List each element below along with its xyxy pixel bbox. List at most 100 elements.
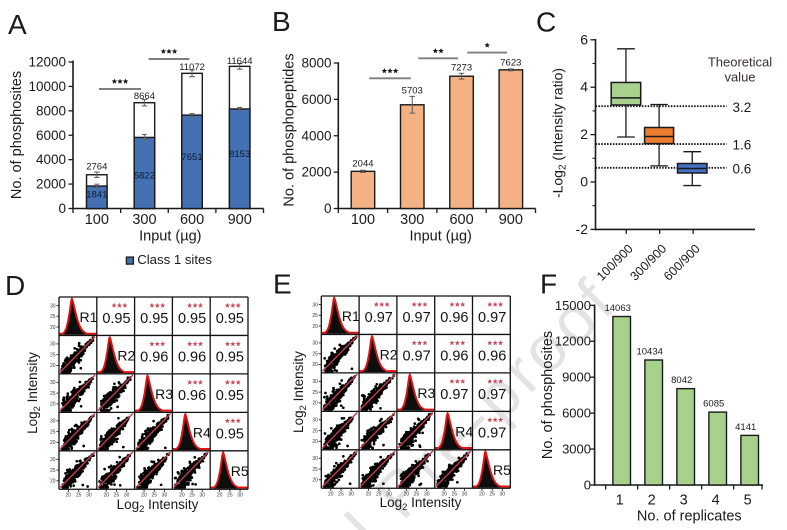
svg-text:1.6: 1.6 bbox=[733, 138, 752, 153]
svg-text:8000: 8000 bbox=[301, 56, 331, 71]
svg-text:20: 20 bbox=[312, 439, 318, 445]
svg-text:A: A bbox=[8, 9, 27, 40]
svg-text:value: value bbox=[724, 70, 755, 85]
svg-text:30: 30 bbox=[50, 380, 56, 386]
svg-text:25: 25 bbox=[50, 314, 56, 320]
svg-text:20: 20 bbox=[103, 492, 109, 498]
svg-text:25: 25 bbox=[376, 491, 382, 497]
svg-text:0.95: 0.95 bbox=[216, 388, 244, 404]
svg-text:2000: 2000 bbox=[36, 177, 66, 192]
svg-text:2764: 2764 bbox=[86, 162, 107, 173]
svg-text:Class 1 sites: Class 1 sites bbox=[137, 252, 212, 267]
svg-text:0.95: 0.95 bbox=[216, 426, 244, 442]
svg-text:0: 0 bbox=[580, 174, 588, 190]
svg-text:1: 1 bbox=[616, 493, 624, 509]
svg-text:11644: 11644 bbox=[227, 56, 253, 67]
svg-text:3.2: 3.2 bbox=[733, 100, 752, 115]
svg-text:30: 30 bbox=[386, 491, 392, 497]
svg-text:0: 0 bbox=[58, 201, 66, 216]
svg-text:25: 25 bbox=[189, 492, 195, 498]
svg-text:20: 20 bbox=[479, 491, 485, 497]
svg-text:C: C bbox=[536, 7, 556, 38]
svg-text:R2: R2 bbox=[380, 346, 398, 362]
svg-text:900: 900 bbox=[499, 212, 523, 228]
svg-text:Input (µg): Input (µg) bbox=[139, 229, 201, 245]
svg-text:0.96: 0.96 bbox=[440, 348, 468, 364]
svg-text:R1: R1 bbox=[80, 309, 98, 325]
svg-text:30: 30 bbox=[348, 491, 354, 497]
svg-text:0.97: 0.97 bbox=[402, 348, 430, 364]
svg-text:20: 20 bbox=[50, 402, 56, 408]
svg-text:25: 25 bbox=[227, 492, 233, 498]
svg-text:20: 20 bbox=[66, 492, 72, 498]
svg-text:3: 3 bbox=[680, 493, 688, 509]
svg-text:5822: 5822 bbox=[134, 171, 155, 182]
svg-text:30: 30 bbox=[162, 492, 168, 498]
svg-text:4: 4 bbox=[580, 79, 588, 95]
svg-text:6000: 6000 bbox=[36, 128, 66, 143]
svg-text:14063: 14063 bbox=[604, 303, 630, 314]
svg-text:20: 20 bbox=[50, 440, 56, 446]
svg-text:Log2 Intensity: Log2 Intensity bbox=[117, 497, 199, 515]
svg-text:11072: 11072 bbox=[179, 62, 205, 73]
svg-text:4: 4 bbox=[712, 493, 720, 509]
svg-text:4141: 4141 bbox=[735, 422, 756, 433]
svg-text:5: 5 bbox=[744, 493, 752, 509]
svg-text:20: 20 bbox=[328, 491, 334, 497]
svg-text:2000: 2000 bbox=[301, 165, 331, 180]
svg-text:20: 20 bbox=[141, 492, 147, 498]
svg-text:F: F bbox=[540, 269, 557, 300]
svg-text:R5: R5 bbox=[231, 463, 249, 479]
svg-text:30: 30 bbox=[50, 342, 56, 348]
svg-text:20: 20 bbox=[312, 401, 318, 407]
svg-text:20: 20 bbox=[312, 362, 318, 368]
svg-text:15000: 15000 bbox=[555, 298, 591, 313]
svg-text:10434: 10434 bbox=[636, 347, 662, 358]
svg-text:0.96: 0.96 bbox=[440, 310, 468, 326]
svg-text:0.97: 0.97 bbox=[440, 387, 468, 403]
svg-text:30: 30 bbox=[500, 491, 506, 497]
svg-text:25: 25 bbox=[151, 492, 157, 498]
svg-text:R5: R5 bbox=[493, 462, 511, 478]
svg-text:4000: 4000 bbox=[36, 152, 66, 167]
svg-text:900: 900 bbox=[228, 212, 252, 228]
svg-text:0.95: 0.95 bbox=[140, 311, 168, 327]
svg-text:12000: 12000 bbox=[28, 55, 66, 70]
svg-text:25: 25 bbox=[50, 352, 56, 358]
svg-text:No. of phosphopeptides: No. of phosphopeptides bbox=[282, 53, 298, 206]
svg-text:20: 20 bbox=[50, 363, 56, 369]
svg-text:No. of phosphosites: No. of phosphosites bbox=[9, 71, 25, 199]
svg-text:8153: 8153 bbox=[229, 149, 250, 160]
svg-text:-2: -2 bbox=[576, 221, 589, 237]
svg-text:100: 100 bbox=[85, 212, 109, 228]
svg-text:0: 0 bbox=[324, 201, 332, 216]
svg-text:20: 20 bbox=[312, 324, 318, 330]
svg-text:30: 30 bbox=[312, 302, 318, 308]
svg-text:0.96: 0.96 bbox=[478, 348, 506, 364]
svg-text:30: 30 bbox=[312, 456, 318, 462]
svg-text:8664: 8664 bbox=[134, 91, 155, 102]
svg-text:0.97: 0.97 bbox=[365, 310, 393, 326]
svg-text:20: 20 bbox=[366, 491, 372, 497]
svg-text:R2: R2 bbox=[117, 347, 135, 363]
svg-text:B: B bbox=[272, 6, 291, 37]
svg-text:Input (µg): Input (µg) bbox=[410, 229, 472, 245]
svg-text:2: 2 bbox=[648, 493, 656, 509]
svg-text:2: 2 bbox=[580, 126, 588, 142]
svg-text:4000: 4000 bbox=[301, 128, 331, 143]
svg-text:0.95: 0.95 bbox=[102, 311, 130, 327]
svg-text:1841: 1841 bbox=[86, 190, 107, 201]
svg-text:25: 25 bbox=[452, 491, 458, 497]
svg-text:300: 300 bbox=[132, 212, 156, 228]
svg-text:30: 30 bbox=[312, 341, 318, 347]
svg-text:30: 30 bbox=[312, 379, 318, 385]
svg-text:30: 30 bbox=[50, 457, 56, 463]
svg-text:0.97: 0.97 bbox=[478, 387, 506, 403]
svg-text:20: 20 bbox=[217, 492, 223, 498]
svg-text:0.96: 0.96 bbox=[140, 349, 168, 365]
svg-text:12000: 12000 bbox=[555, 334, 591, 349]
svg-text:0: 0 bbox=[584, 478, 591, 493]
svg-text:30: 30 bbox=[462, 491, 468, 497]
svg-text:6: 6 bbox=[580, 31, 588, 47]
svg-text:No. of phosphosites: No. of phosphosites bbox=[540, 331, 556, 459]
